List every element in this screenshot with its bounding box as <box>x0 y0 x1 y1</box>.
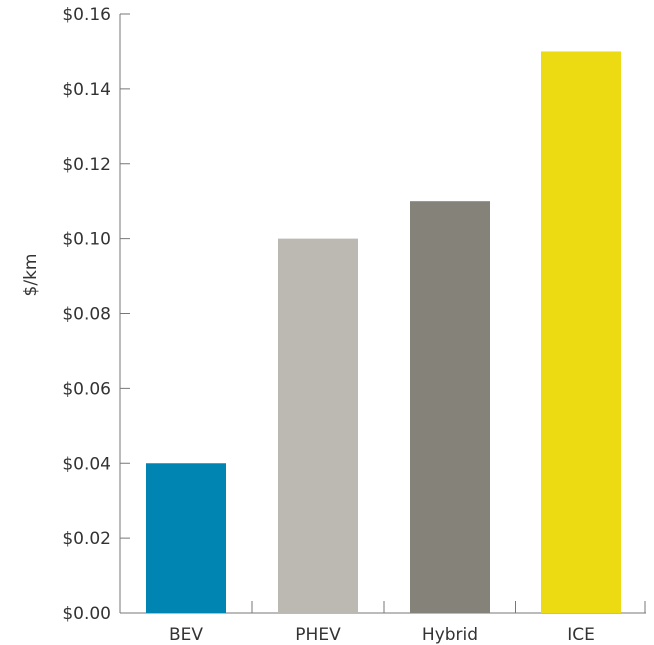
y-tick-label: $0.14 <box>62 80 111 100</box>
y-tick-label: $0.08 <box>62 305 111 325</box>
y-tick-label: $0.12 <box>62 155 111 175</box>
y-axis-ticks: $0.00 $0.02 $0.04 $0.06 $0.08 $0.10 $0.12 $0.14… <box>62 5 130 624</box>
x-tick-label: BEV <box>169 625 203 645</box>
bars <box>146 51 621 613</box>
y-tick-label: $0.06 <box>62 379 111 399</box>
bar <box>146 463 226 613</box>
y-tick-label: $0.16 <box>62 5 111 25</box>
bar <box>410 201 490 613</box>
y-tick-label: $0.02 <box>62 529 111 549</box>
bar <box>278 238 358 613</box>
bar <box>541 51 621 613</box>
y-tick-label: $0.04 <box>62 454 111 474</box>
x-tick-label: Hybrid <box>422 625 478 645</box>
x-tick-label: ICE <box>567 625 595 645</box>
x-axis-ticks: BEV PHEV Hybrid ICE <box>169 601 646 645</box>
y-tick-label: $0.00 <box>62 604 111 624</box>
x-tick-label: PHEV <box>295 625 341 645</box>
y-axis-title: $/km <box>21 254 41 297</box>
y-tick-label: $0.10 <box>62 230 111 250</box>
